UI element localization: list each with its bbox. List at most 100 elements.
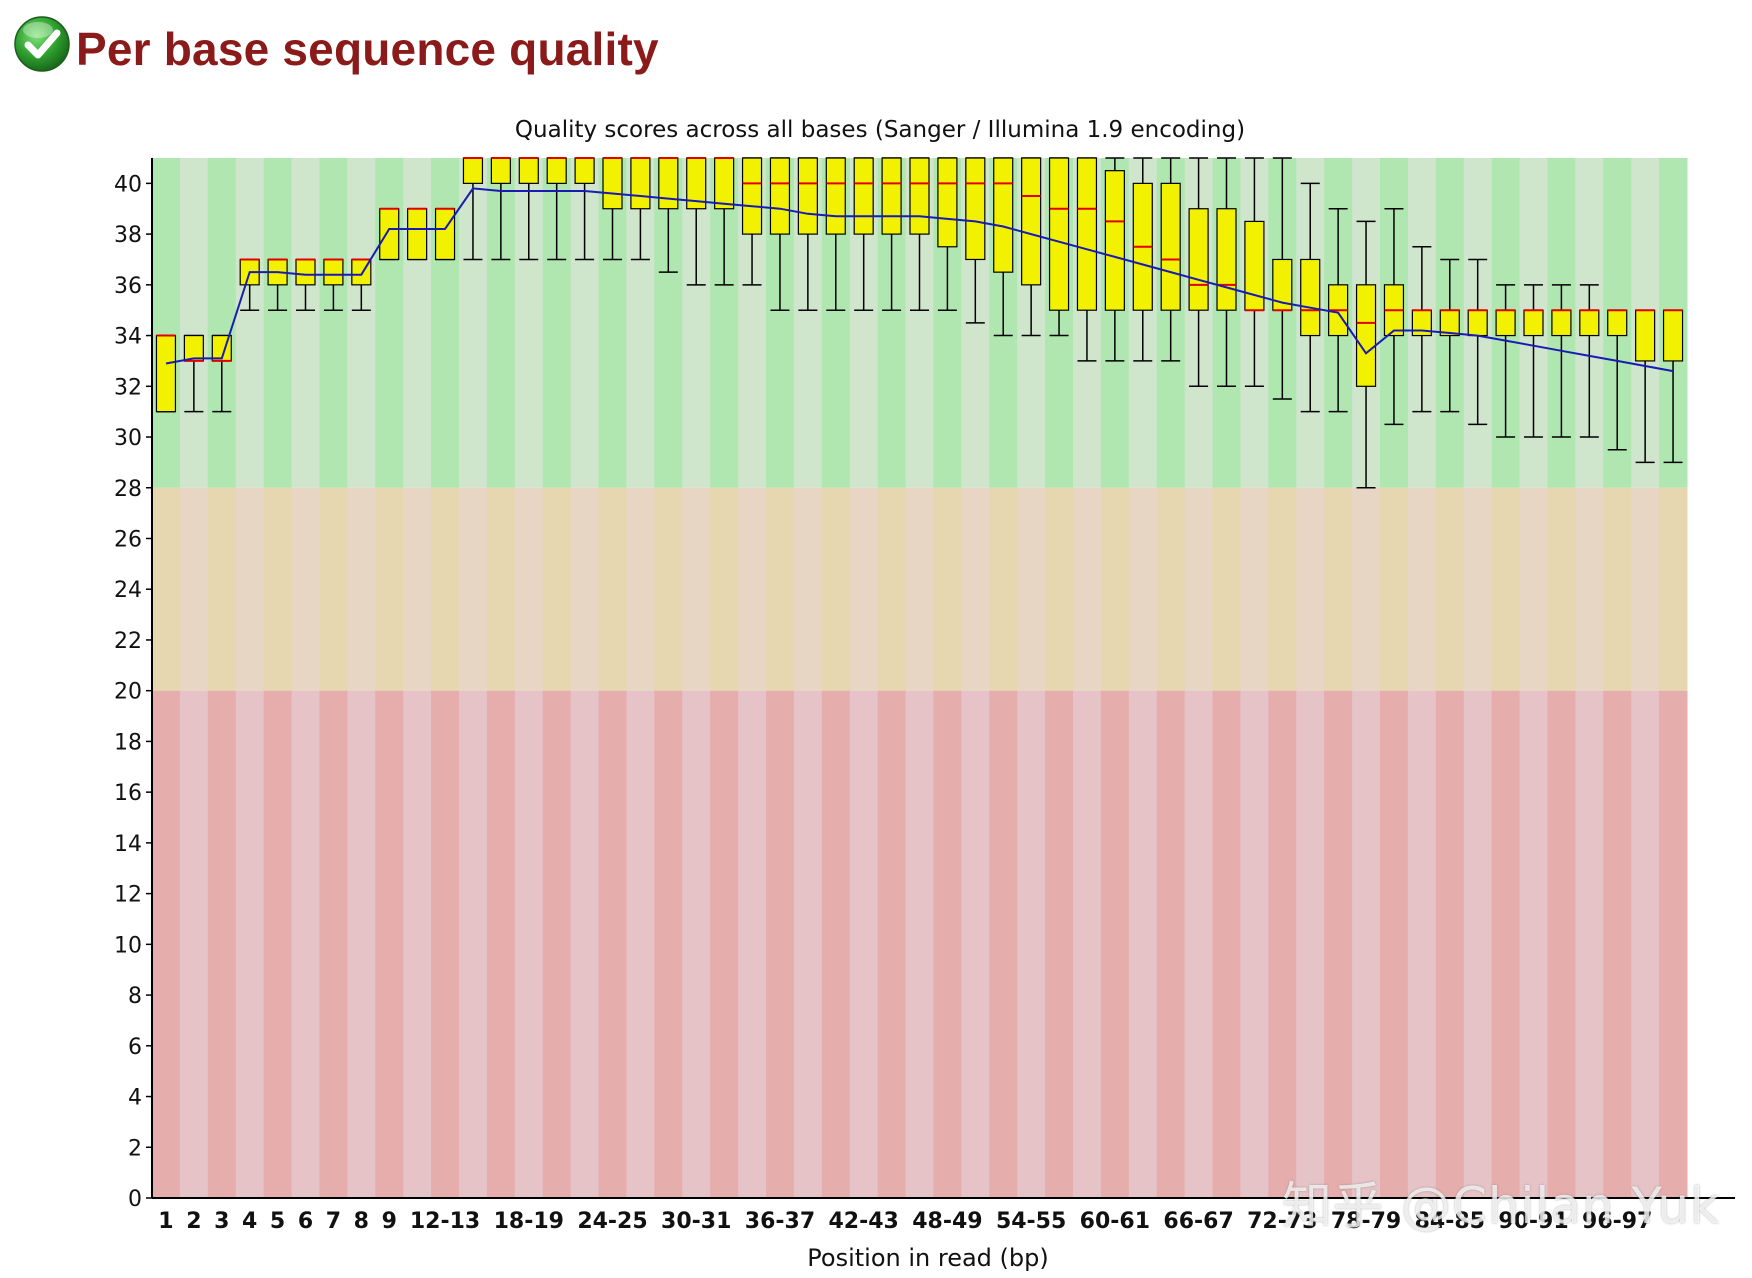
x-axis-label: Position in read (bp) [807,1244,1048,1272]
y-tick-label: 20 [114,680,142,705]
zone-warning-stripe [793,487,823,691]
zone-warning-stripe [1324,487,1353,691]
y-tick-label: 26 [114,527,142,552]
zone-warning-stripe [1268,487,1297,691]
zone-warning-stripe [291,487,320,691]
box-position-32-33 [714,157,735,286]
zone-warning-stripe [1100,487,1130,691]
iqr-box [546,157,567,184]
x-tick-label: 66-67 [1163,1209,1233,1234]
zone-poor-stripe [1156,690,1186,1198]
box-position-62-63 [1132,157,1153,362]
zone-poor-stripe [1240,690,1269,1198]
iqr-box [490,157,511,184]
y-tick-label: 16 [114,781,142,806]
iqr-box [155,334,177,413]
box-position-16-17 [490,157,511,261]
x-tick-label: 9 [382,1209,397,1234]
y-tick-label: 2 [128,1136,142,1161]
zone-poor-stripe [766,690,795,1198]
x-tick-label: 84-85 [1415,1209,1485,1234]
zone-poor-stripe [459,690,488,1198]
zone-poor-stripe [1380,690,1409,1198]
box-position-7 [323,258,344,311]
zone-warning-stripe [654,487,683,691]
box-position-28-29 [658,157,679,273]
zone-warning-stripe [961,487,990,691]
zone-poor-stripe [793,690,823,1198]
iqr-box [965,157,986,261]
y-tick-label: 10 [114,933,142,958]
zone-warning-stripe [152,487,181,691]
iqr-box [1021,157,1042,286]
zone-warning-stripe [1631,487,1660,691]
zone-good-stripe [375,158,404,488]
x-tick-label: 72-73 [1247,1209,1317,1234]
zone-good-stripe [152,158,181,488]
iqr-box [1635,309,1656,362]
zone-poor-stripe [1603,690,1632,1198]
zone-good-stripe [263,158,293,488]
zone-warning-stripe [486,487,516,691]
zone-warning-stripe [1212,487,1241,691]
y-tick-label: 38 [114,223,142,248]
box-position-78-79 [1355,220,1377,489]
y-tick-label: 14 [114,832,142,857]
y-tick-label: 32 [114,375,142,400]
zone-warning-stripe [1547,487,1576,691]
box-position-92-93 [1551,284,1572,438]
y-tick-label: 12 [114,883,142,908]
y-tick-label: 34 [114,325,142,350]
zone-poor-stripe [486,690,516,1198]
zone-poor-stripe [654,690,683,1198]
zone-poor-stripe [849,690,879,1198]
zone-poor-stripe [1435,690,1465,1198]
iqr-box [1579,309,1600,337]
y-tick-label: 40 [114,172,142,197]
zone-poor-stripe [1268,690,1297,1198]
zone-warning-stripe [514,487,544,691]
zone-poor-stripe [710,690,739,1198]
zone-warning-stripe [877,487,907,691]
zone-poor-stripe [1100,690,1130,1198]
zone-warning-stripe [1463,487,1493,691]
zone-poor-stripe [1547,690,1576,1198]
box-series [155,157,1684,489]
zone-warning-stripe [1352,487,1381,691]
box-position-1 [155,334,177,413]
zone-warning-stripe [1017,487,1046,691]
iqr-box [379,208,400,261]
iqr-box [1216,208,1237,311]
x-tick-label: 24-25 [577,1209,647,1234]
x-tick-label: 48-49 [912,1209,982,1234]
zone-warning-stripe [1491,487,1521,691]
zone-good-stripe [319,158,348,488]
box-position-100-101 [1662,309,1684,464]
zone-warning-stripe [766,487,795,691]
iqr-box [1355,284,1377,387]
iqr-box [658,157,679,210]
zone-poor-stripe [1491,690,1521,1198]
zone-poor-stripe [1631,690,1660,1198]
check-circle-icon [14,16,70,72]
x-tick-label: 5 [270,1209,285,1234]
y-tick-label: 24 [114,578,142,603]
x-tick-label: 6 [298,1209,313,1234]
iqr-box [1104,170,1125,311]
x-tick-label: 2 [186,1209,201,1234]
box-position-80-81 [1383,207,1405,426]
box-position-18-19 [518,157,539,261]
x-tick-label: 96-97 [1582,1209,1652,1234]
x-tick-label: 8 [354,1209,369,1234]
x-tick-label: 78-79 [1331,1209,1401,1234]
zone-warning-stripe [989,487,1018,691]
zone-good-stripe [207,158,237,488]
zone-poor-stripe [1045,690,1074,1198]
x-tick-label: 60-61 [1080,1209,1150,1234]
zone-warning-stripe [1659,487,1688,691]
zone-poor-stripe [1659,690,1688,1198]
x-tick-label: 42-43 [828,1209,898,1234]
zone-poor-stripe [1407,690,1437,1198]
zone-warning-stripe [905,487,934,691]
iqr-box [881,157,902,235]
